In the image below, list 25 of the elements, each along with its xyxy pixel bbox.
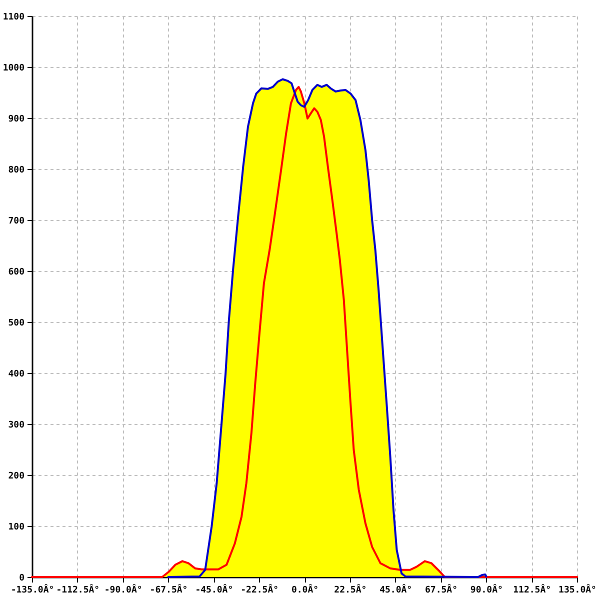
y-tick-label: 300 [8, 420, 24, 430]
y-tick-label: 500 [8, 318, 24, 328]
x-tick-label: 45.0Â° [380, 584, 412, 596]
x-tick-label: -45.0Â° [195, 584, 234, 596]
x-tick-label: -112.5Â° [56, 584, 100, 596]
y-tick-label: 700 [8, 216, 24, 226]
x-tick-label: 0.0Â° [291, 584, 319, 596]
y-tick-label: 1000 [2, 64, 24, 74]
x-tick-label: 90.0Â° [470, 584, 503, 596]
y-tick-label: 100 [8, 522, 24, 532]
y-tick-label: 800 [8, 166, 24, 176]
y-tick-label: 1100 [2, 12, 24, 22]
x-tick-label: -90.0Â° [104, 584, 142, 596]
x-tick-label: 135.0Â° [558, 584, 596, 596]
y-tick-label: 900 [8, 114, 24, 124]
x-tick-label: 22.5Â° [334, 584, 367, 596]
y-tick-label: 0 [19, 574, 24, 584]
x-tick-label: 67.5Â° [424, 584, 458, 596]
x-tick-label: 112.5Â° [513, 584, 552, 596]
y-tick-label: 200 [8, 472, 24, 482]
y-tick-label: 400 [8, 370, 24, 380]
x-tick-label: -67.5Â° [150, 584, 188, 596]
y-tick-label: 600 [8, 268, 24, 278]
x-tick-label: -135.0Â° [10, 584, 54, 596]
x-tick-label: -22.5Â° [240, 584, 279, 596]
